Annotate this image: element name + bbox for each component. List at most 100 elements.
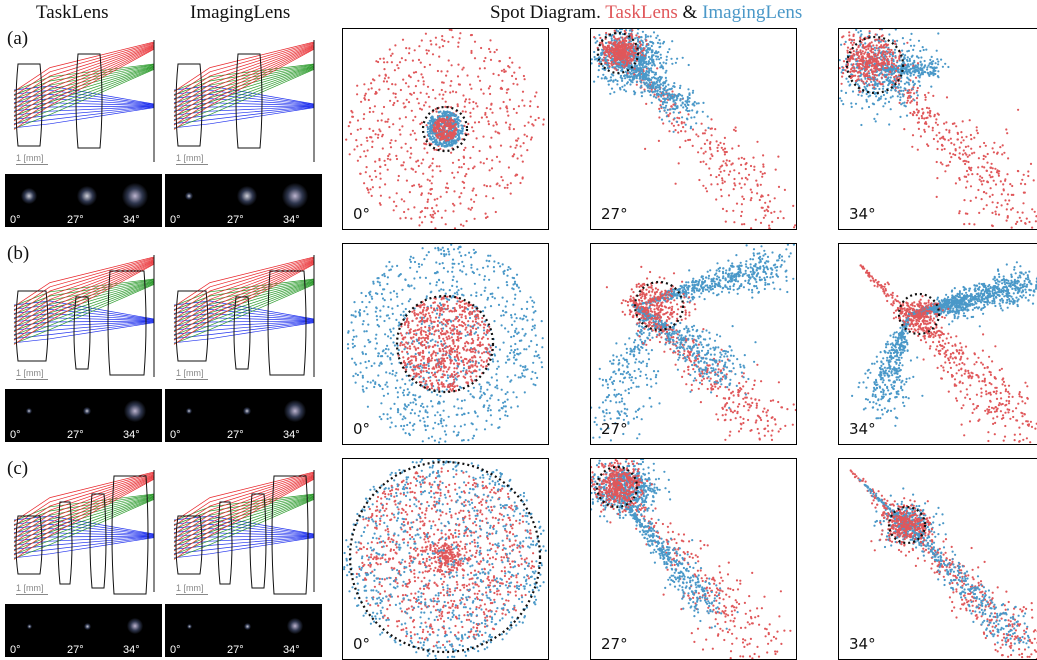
- spot-point: [387, 158, 389, 160]
- spot-point: [939, 138, 941, 140]
- spot-point: [617, 30, 619, 32]
- spot-point: [856, 48, 858, 50]
- spot-point: [743, 223, 745, 225]
- spot-point: [762, 163, 764, 165]
- spot-point: [913, 92, 915, 94]
- spot-point: [899, 96, 901, 98]
- spot-point: [501, 70, 503, 72]
- spot-point: [641, 54, 643, 56]
- spot-point: [925, 96, 927, 98]
- spot-point: [601, 42, 603, 44]
- spot-point: [407, 394, 409, 396]
- spot-point: [650, 35, 652, 37]
- spot-point: [762, 173, 764, 175]
- ray-green: [174, 284, 314, 340]
- spot-point: [715, 176, 717, 178]
- spot-point: [393, 209, 395, 211]
- spot-point: [397, 345, 399, 347]
- spot-point: [430, 221, 432, 223]
- spot-point: [867, 48, 869, 50]
- spot-point: [453, 113, 455, 115]
- spot-point: [504, 414, 506, 416]
- spot-point: [605, 62, 607, 64]
- spot-point: [428, 166, 430, 168]
- spot-point: [971, 173, 973, 175]
- spot-point: [439, 143, 441, 145]
- spot-point: [503, 71, 505, 73]
- spot-point: [430, 138, 432, 140]
- spot-point: [415, 71, 417, 73]
- spot-legend-imaginglens: ImagingLens: [702, 2, 802, 23]
- spot-point: [911, 55, 913, 57]
- spot-point: [426, 295, 428, 297]
- spot-point: [696, 112, 698, 114]
- spot-point: [386, 386, 388, 388]
- spot-point: [665, 93, 667, 95]
- spot-point: [391, 307, 393, 309]
- spot-point: [392, 341, 394, 343]
- spot-point: [440, 134, 442, 136]
- spot-point: [876, 39, 878, 41]
- spot-point: [999, 146, 1001, 148]
- spot-point: [612, 81, 614, 83]
- spot-point: [1006, 220, 1008, 222]
- spot-point: [436, 313, 438, 315]
- spot-point: [977, 166, 979, 168]
- spot-point: [435, 261, 437, 263]
- spot-point: [678, 162, 680, 164]
- spot-point: [644, 90, 646, 92]
- spot-point: [880, 46, 882, 48]
- spot-point: [903, 68, 905, 70]
- spot-point: [351, 116, 353, 118]
- spot-point: [412, 401, 414, 403]
- spot-point: [431, 207, 433, 209]
- spot-scatter: [343, 29, 548, 229]
- spot-point: [617, 38, 619, 40]
- spot-point: [891, 62, 893, 64]
- spot-point: [651, 45, 653, 47]
- spot-point: [678, 112, 680, 114]
- spot-point: [878, 81, 880, 83]
- spot-point: [509, 124, 511, 126]
- spot-point: [682, 57, 684, 59]
- spot-point: [1034, 211, 1036, 213]
- spot-point: [996, 206, 998, 208]
- spot-point: [439, 93, 441, 95]
- spot-point: [518, 287, 520, 289]
- spot-point: [453, 141, 455, 143]
- spot-point: [524, 78, 526, 80]
- spot-point: [369, 341, 371, 343]
- spot-point: [922, 113, 924, 115]
- spot-point: [870, 68, 872, 70]
- spot-point: [360, 128, 362, 130]
- spot-point: [682, 126, 684, 128]
- spot-point: [868, 72, 870, 74]
- spot-point: [402, 79, 404, 81]
- spot-point: [916, 67, 918, 69]
- spot-point: [945, 121, 947, 123]
- spot-point: [364, 95, 366, 97]
- spot-point: [647, 67, 649, 69]
- spot-point: [419, 410, 421, 412]
- spot-point: [684, 130, 686, 132]
- spot-point: [910, 72, 912, 74]
- spot-point: [459, 37, 461, 39]
- spot-point: [444, 91, 446, 93]
- spot-point: [519, 67, 521, 69]
- spot-point: [881, 59, 883, 61]
- spot-point: [726, 210, 728, 212]
- spot-point: [1004, 199, 1006, 201]
- spot-point: [502, 271, 504, 273]
- spot-point: [535, 91, 537, 93]
- spot-point: [635, 70, 637, 72]
- spot-point: [871, 64, 873, 66]
- spot-point: [513, 362, 515, 364]
- spot-point: [391, 53, 393, 55]
- spot-point: [648, 56, 650, 58]
- spot-point: [432, 176, 434, 178]
- spot-diagram-prefix: Spot Diagram.: [490, 2, 601, 23]
- spot-point: [472, 108, 474, 110]
- spot-point: [672, 108, 674, 110]
- spot-point: [669, 96, 671, 98]
- spot-point: [379, 58, 381, 60]
